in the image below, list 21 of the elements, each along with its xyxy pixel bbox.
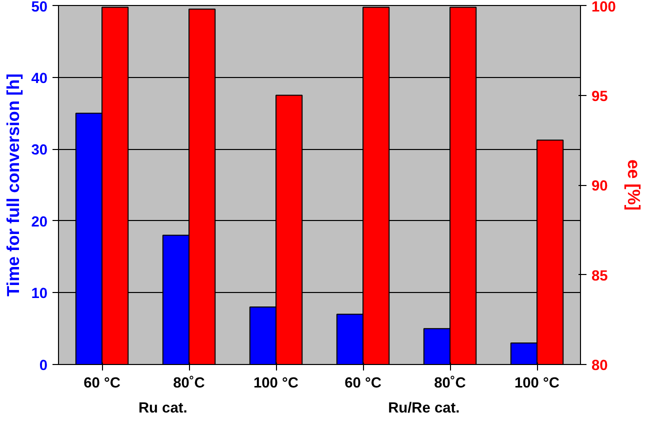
- y-axis-title: Time for full conversion [h]: [3, 73, 24, 297]
- y2-tick-label: 80: [592, 358, 608, 374]
- text: Ru cat.: [138, 400, 188, 416]
- y2-axis-title: ee [%]: [624, 159, 644, 211]
- x-tick-label: 60 °C: [344, 376, 382, 392]
- text: Ru/Re cat.: [388, 400, 460, 416]
- y-tick-label: 20: [31, 214, 48, 230]
- y-tick-label: 50: [31, 0, 48, 16]
- y-tick-label: 10: [31, 286, 48, 302]
- y2-tick-label: 100: [592, 0, 616, 16]
- x-tick-label: 100 °C: [254, 376, 299, 392]
- x-tick-label: 80˚C: [173, 376, 206, 392]
- y-tick-label: 0: [39, 358, 48, 374]
- x-tick-label: 80˚C: [434, 376, 466, 392]
- y-tick-label: 30: [31, 142, 48, 159]
- x-tick-label: 100 °C: [514, 376, 560, 392]
- x-tick-label: 60 °C: [84, 376, 121, 392]
- y2-tick-label: 90: [592, 178, 608, 194]
- y2-tick-label: 85: [592, 268, 608, 284]
- y-tick-label: 40: [31, 70, 48, 87]
- y2-tick-label: 95: [592, 88, 608, 105]
